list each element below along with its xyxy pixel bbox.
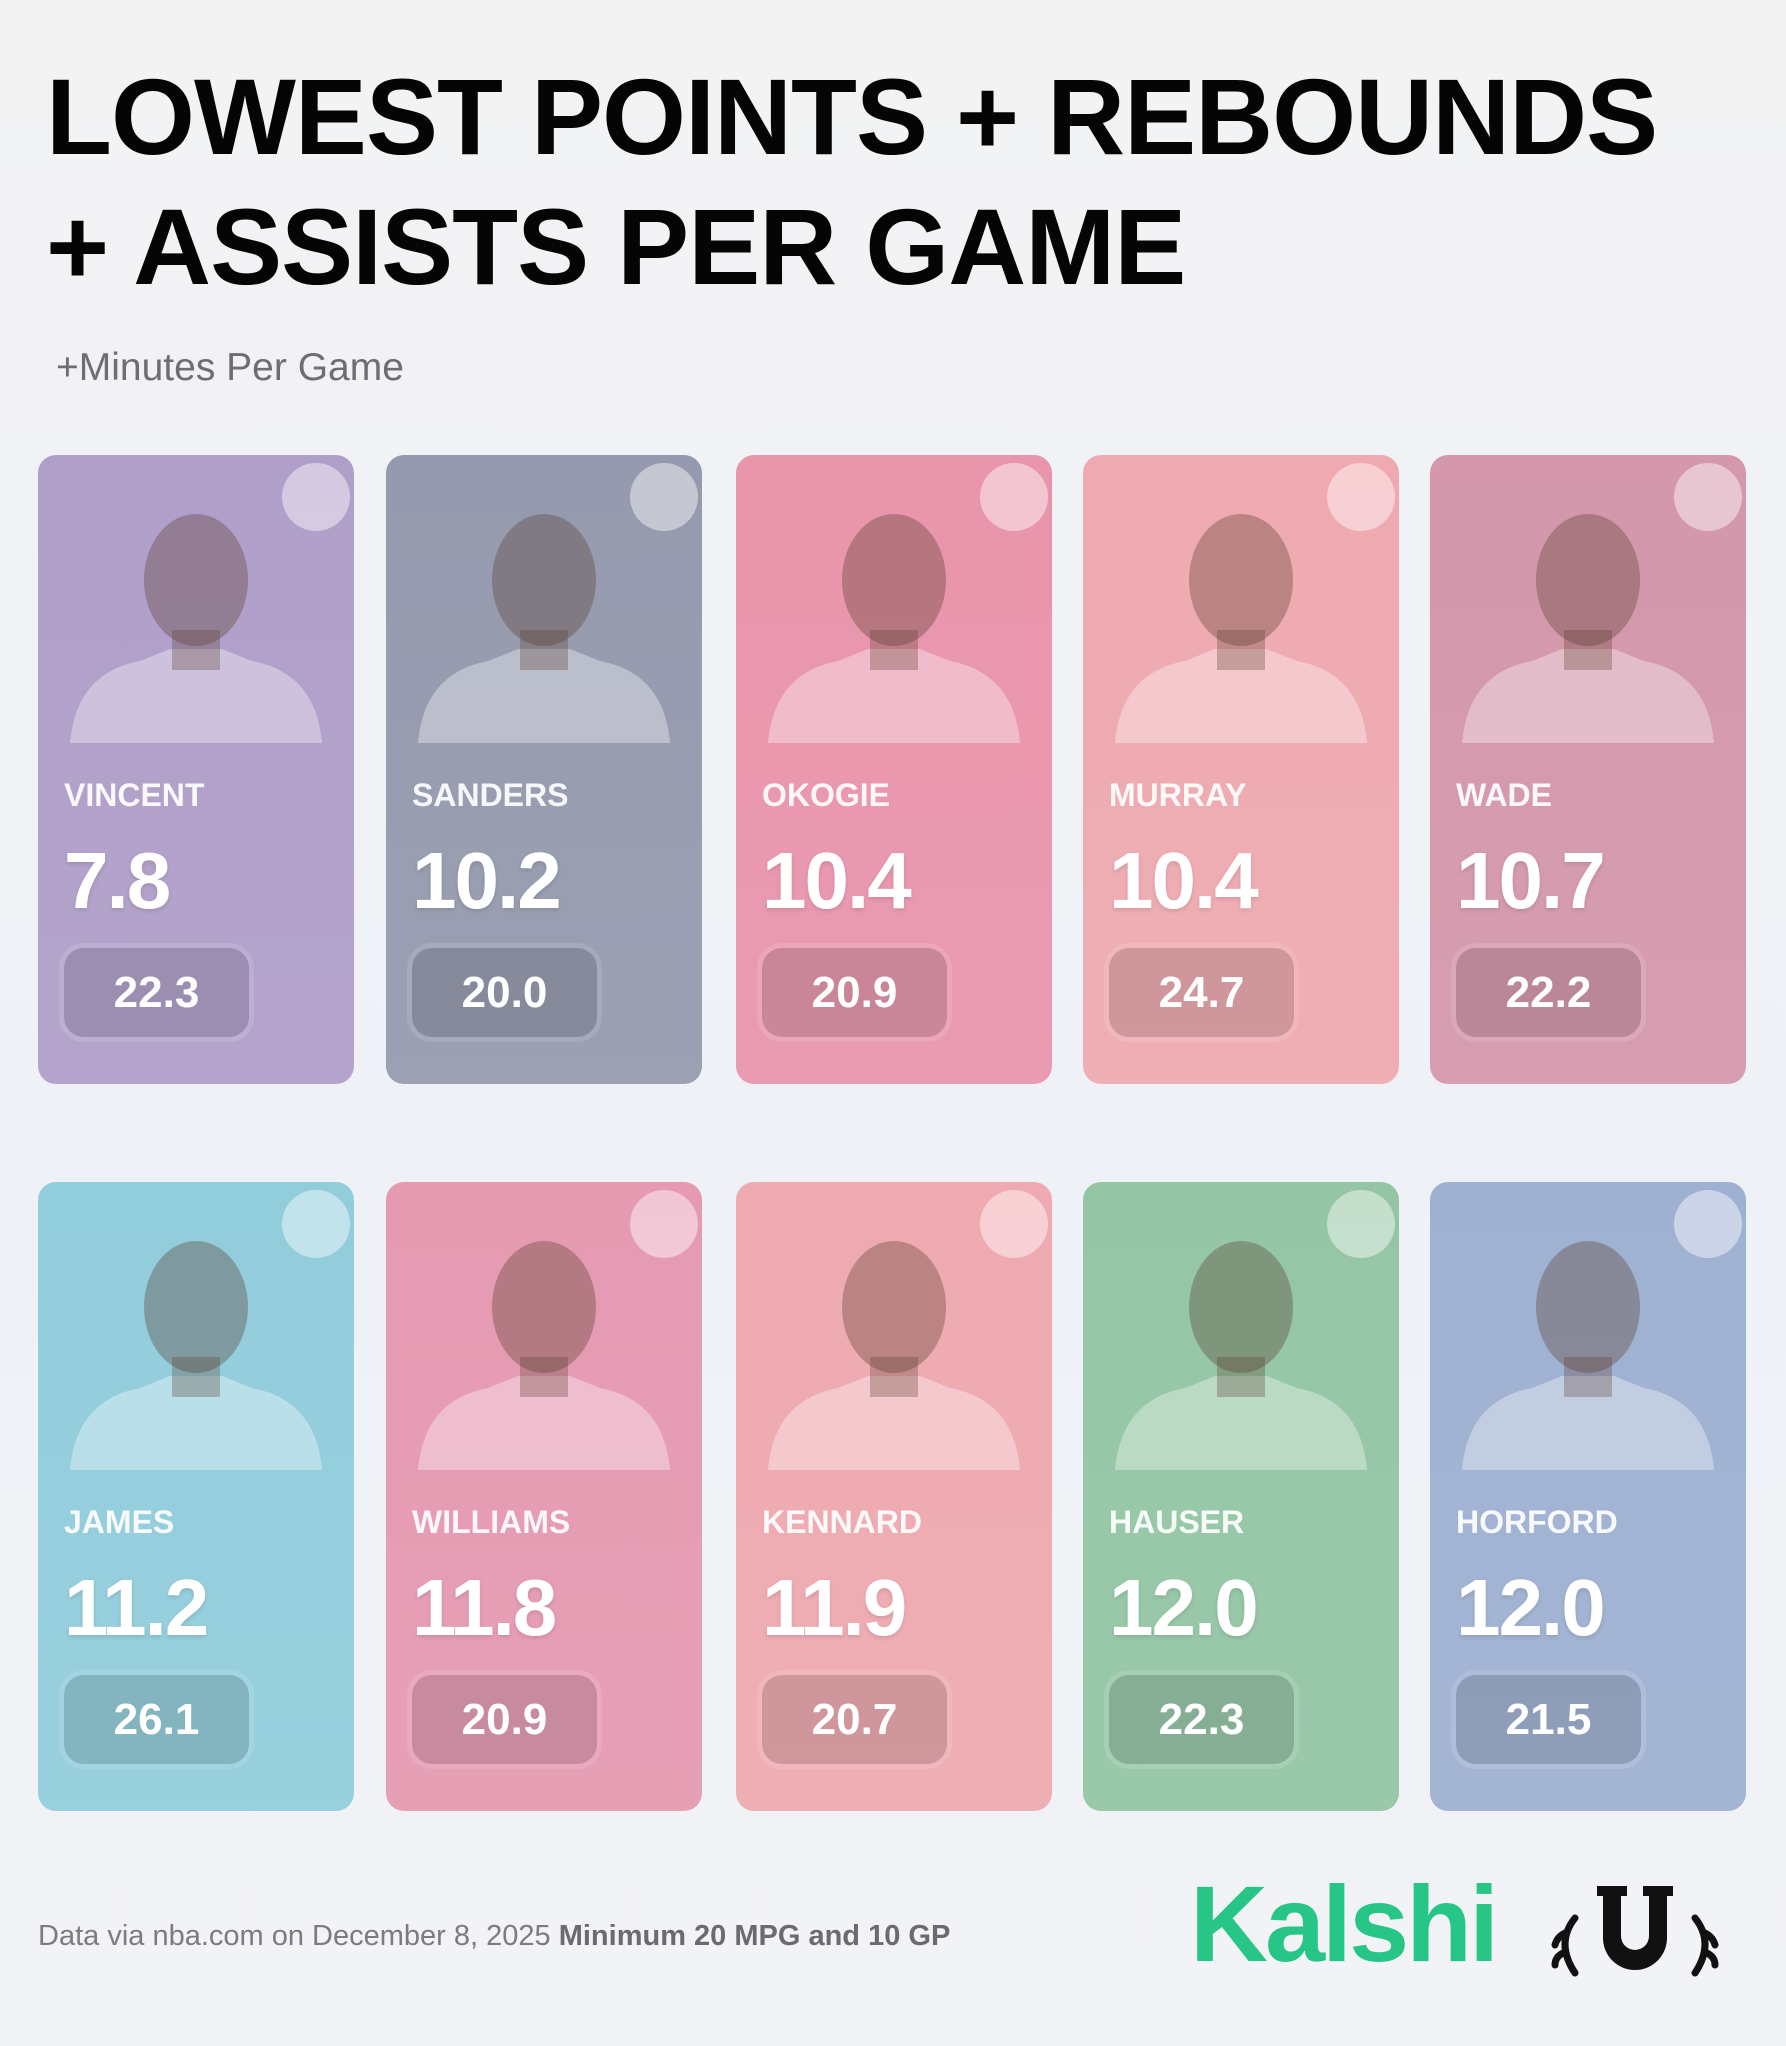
player-name: WILLIAMS: [412, 1504, 571, 1540]
player-card: HORFORD 12.0 21.5: [1430, 1182, 1746, 1811]
player-photo: [768, 1190, 1048, 1470]
player-photo: [1462, 463, 1742, 743]
player-card: SANDERS 10.2 20.0: [386, 455, 702, 1084]
player-name: VINCENT: [64, 777, 205, 813]
player-name: JAMES: [64, 1504, 175, 1540]
minutes-pill: 20.9: [412, 1675, 597, 1764]
player-name: OKOGIE: [762, 777, 891, 813]
player-name: KENNARD: [762, 1504, 922, 1540]
player-card: MURRAY 10.4 24.7: [1083, 455, 1399, 1084]
subtitle: +Minutes Per Game: [56, 346, 404, 389]
player-name: SANDERS: [412, 777, 569, 813]
title-line: LOWEST POINTS + REBOUNDS: [46, 56, 1658, 177]
title-line: + ASSISTS PER GAME: [46, 186, 1186, 307]
minutes-pill: 26.1: [64, 1675, 249, 1764]
player-photo: [70, 1190, 350, 1470]
minutes-pill: 22.3: [1109, 1675, 1294, 1764]
stat-value: 7.8: [64, 836, 171, 925]
stat-value: 11.8: [412, 1563, 557, 1652]
player-card: JAMES 11.2 26.1: [38, 1182, 354, 1811]
player-photo: [768, 463, 1048, 743]
player-card: WILLIAMS 11.8 20.9: [386, 1182, 702, 1811]
minutes-pill: 21.5: [1456, 1675, 1641, 1764]
stat-value: 12.0: [1109, 1563, 1259, 1652]
player-card: KENNARD 11.9 20.7: [736, 1182, 1052, 1811]
player-name: HORFORD: [1456, 1504, 1618, 1540]
brand: Kalshi: [1190, 1863, 1499, 1984]
player-card: VINCENT 7.8 22.3: [38, 455, 354, 1084]
player-card: OKOGIE 10.4 20.9: [736, 455, 1052, 1084]
player-photo: [418, 463, 698, 743]
player-name: MURRAY: [1109, 777, 1247, 813]
stat-value: 11.2: [64, 1563, 209, 1652]
footer: Data via nba.com on December 8, 2025 Min…: [38, 1920, 950, 1953]
minutes-pill: 22.2: [1456, 948, 1641, 1037]
minutes-pill: 24.7: [1109, 948, 1294, 1037]
minutes-pill: 22.3: [64, 948, 249, 1037]
stat-value: 10.2: [412, 836, 562, 925]
player-photo: [418, 1190, 698, 1470]
player-photo: [1115, 1190, 1395, 1470]
player-photo: [1115, 463, 1395, 743]
stat-value: 10.7: [1456, 836, 1606, 925]
source: Data via nba.com on December 8, 2025: [38, 1920, 551, 1952]
stat-value: 12.0: [1456, 1563, 1606, 1652]
logo: [1551, 1886, 1719, 1977]
stat-value: 11.9: [762, 1563, 907, 1652]
player-card: HAUSER 12.0 22.3: [1083, 1182, 1399, 1811]
player-name: HAUSER: [1109, 1504, 1245, 1540]
player-photo: [70, 463, 350, 743]
stat-value: 10.4: [762, 836, 912, 925]
minutes-pill: 20.9: [762, 948, 947, 1037]
player-name: WADE: [1456, 777, 1552, 813]
player-photo: [1462, 1190, 1742, 1470]
note: Minimum 20 MPG and 10 GP: [558, 1920, 951, 1952]
stat-value: 10.4: [1109, 836, 1259, 925]
minutes-pill: 20.0: [412, 948, 597, 1037]
player-card: WADE 10.7 22.2: [1430, 455, 1746, 1084]
minutes-pill: 20.7: [762, 1675, 947, 1764]
